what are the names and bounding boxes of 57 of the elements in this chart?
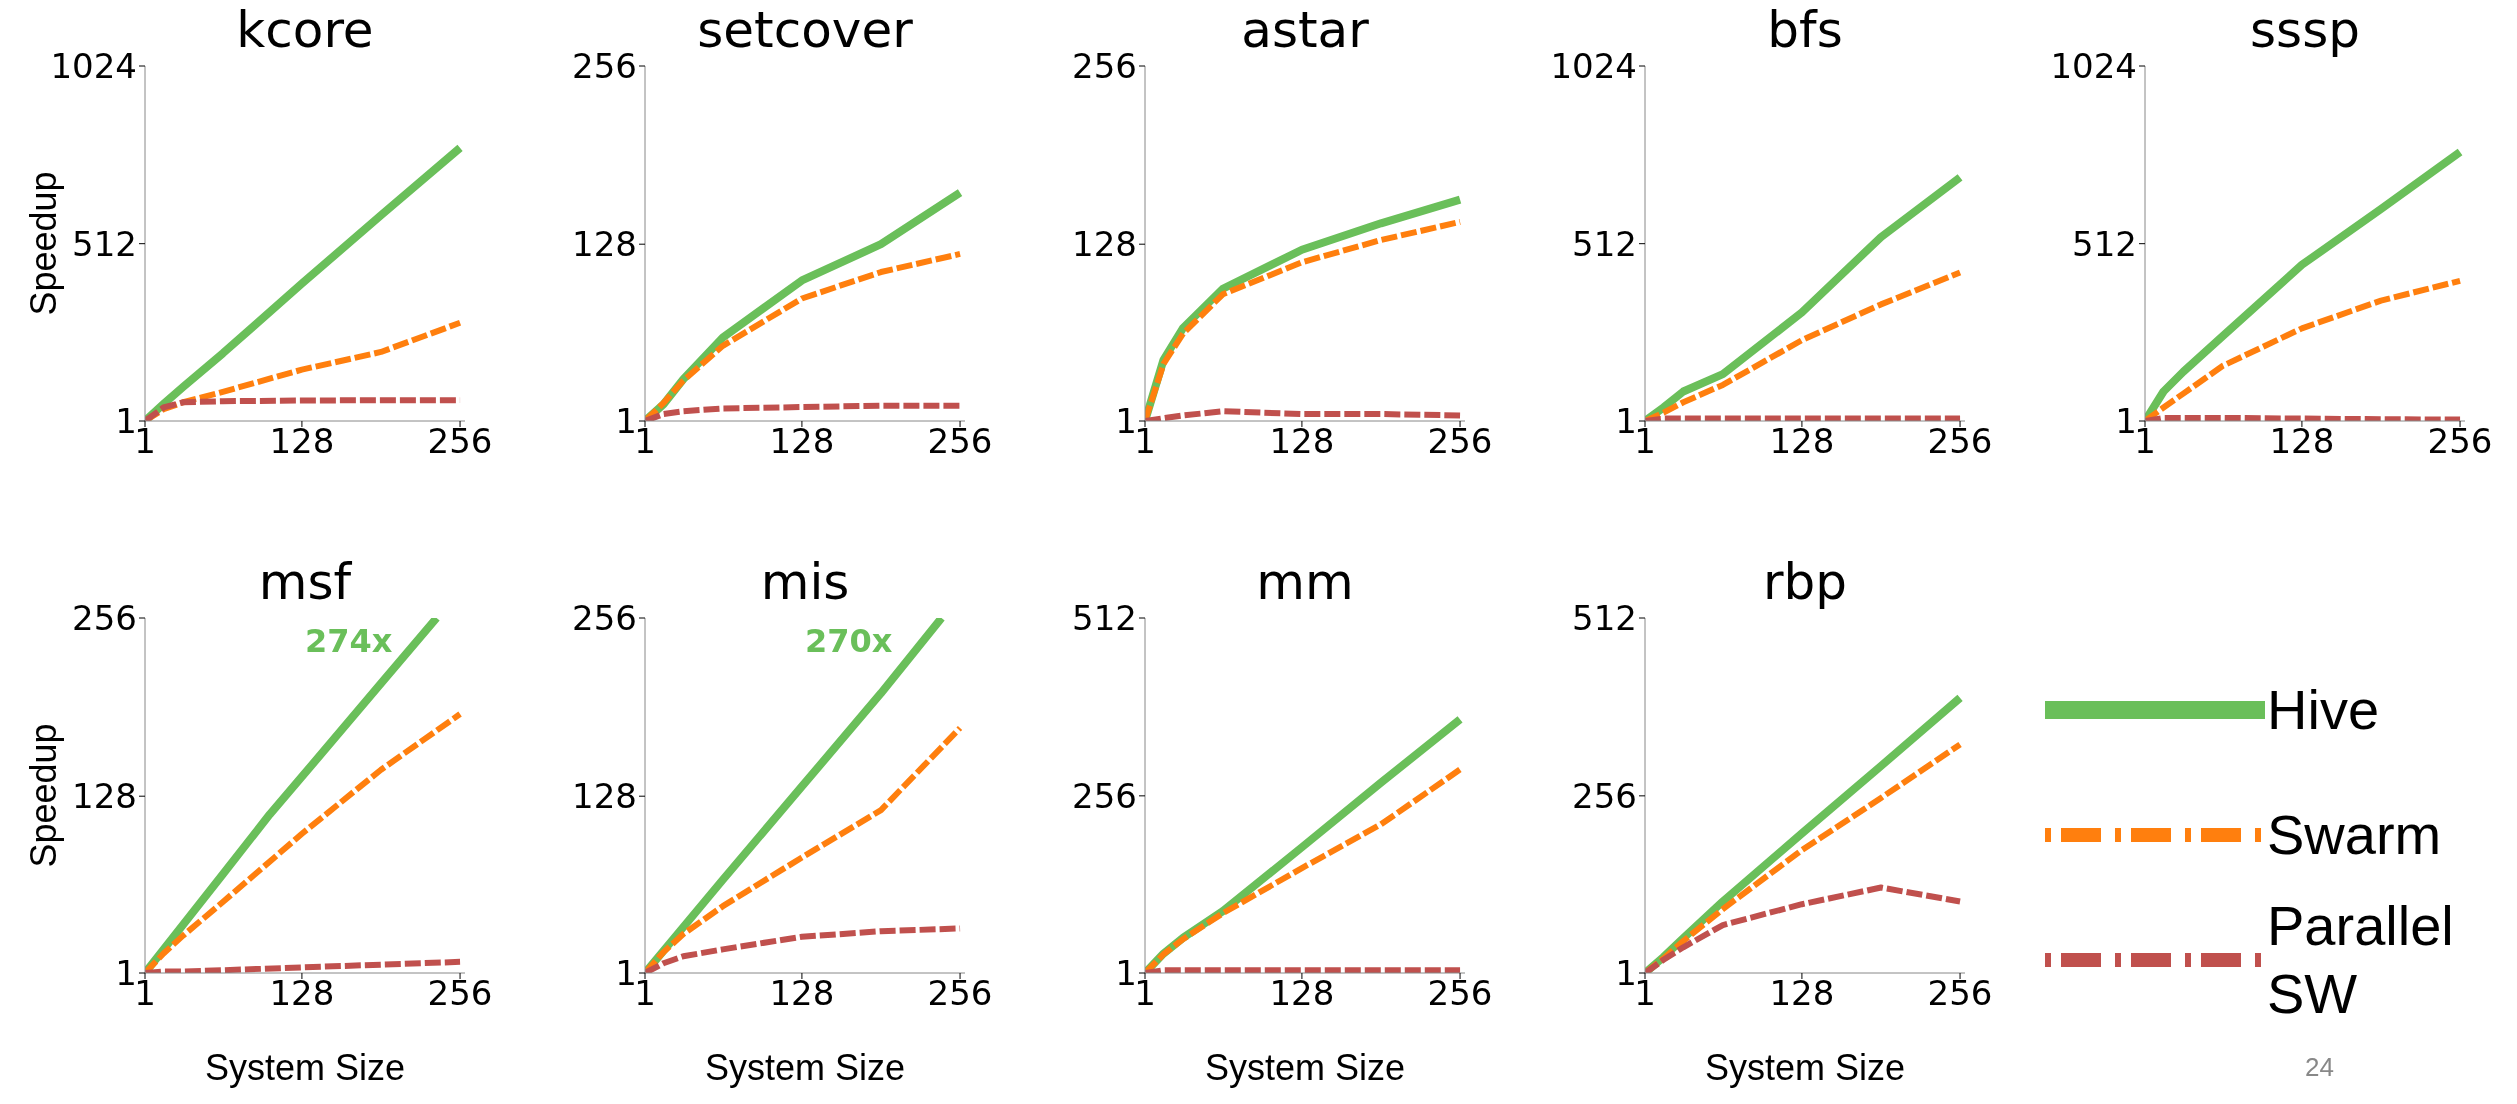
y-tick-label: 512 bbox=[1072, 598, 1137, 639]
y-tick-label: 128 bbox=[1072, 224, 1137, 265]
y-tick-label: 1024 bbox=[2050, 46, 2137, 87]
x-tick-label: 256 bbox=[427, 973, 493, 1014]
chart-title: sssp bbox=[2249, 0, 2361, 60]
y-tick-label: 512 bbox=[1572, 223, 1637, 264]
y-tick-label: 256 bbox=[1072, 775, 1137, 816]
y-tick-label: 1024 bbox=[1550, 46, 1637, 87]
y-tick-label: 512 bbox=[1572, 598, 1637, 639]
x-tick-label: 128 bbox=[1769, 973, 1835, 1014]
y-tick-label: 256 bbox=[1072, 46, 1137, 87]
y-tick-label: 256 bbox=[572, 46, 637, 87]
x-tick-label: 128 bbox=[269, 421, 335, 462]
y-tick-label: 512 bbox=[72, 223, 137, 264]
y-tick-label: 256 bbox=[572, 598, 637, 639]
x-axis-title: System Size bbox=[1204, 1047, 1406, 1088]
x-tick-label: 256 bbox=[1927, 973, 1993, 1014]
x-tick-label: 256 bbox=[927, 421, 993, 462]
x-axis-title: System Size bbox=[204, 1047, 406, 1088]
chart-title: setcover bbox=[696, 0, 914, 60]
x-tick-label: 256 bbox=[427, 421, 493, 462]
chart-title: kcore bbox=[235, 0, 375, 60]
annotation: 274x bbox=[305, 622, 393, 660]
chart-title: mis bbox=[759, 552, 851, 612]
x-tick-label: 128 bbox=[2269, 421, 2335, 462]
legend-label: Swarm bbox=[2267, 801, 2442, 868]
chart-title: mm bbox=[1255, 552, 1355, 612]
chart-title: bfs bbox=[1766, 0, 1844, 60]
x-tick-label: 128 bbox=[1269, 973, 1335, 1014]
x-tick-label: 128 bbox=[269, 973, 335, 1014]
x-tick-label: 128 bbox=[769, 421, 835, 462]
text: 24 bbox=[2305, 1052, 2334, 1083]
y-tick-label: 256 bbox=[72, 598, 137, 639]
y-tick-label: 512 bbox=[2072, 223, 2137, 264]
y-tick-label: 256 bbox=[1572, 775, 1637, 816]
y-axis-title: Speedup bbox=[22, 171, 64, 316]
chart-title: msf bbox=[257, 552, 353, 612]
y-tick-label: 128 bbox=[572, 224, 637, 265]
x-tick-label: 128 bbox=[769, 973, 835, 1014]
y-tick-label: 128 bbox=[72, 776, 137, 817]
x-tick-label: 256 bbox=[2427, 421, 2493, 462]
x-tick-label: 256 bbox=[1927, 421, 1993, 462]
x-tick-label: 128 bbox=[1769, 421, 1835, 462]
x-tick-label: 256 bbox=[1427, 973, 1493, 1014]
legend-label: Hive bbox=[2267, 676, 2381, 743]
y-tick-label: 1024 bbox=[50, 46, 137, 87]
x-tick-label: 128 bbox=[1269, 421, 1335, 462]
x-axis-title: System Size bbox=[1704, 1047, 1906, 1088]
legend-label: Parallel SW bbox=[2267, 892, 2454, 1027]
annotation: 270x bbox=[805, 622, 893, 660]
y-axis-title: Speedup bbox=[22, 723, 64, 868]
x-tick-label: 256 bbox=[927, 973, 993, 1014]
chart-title: rbp bbox=[1761, 552, 1848, 612]
chart-title: astar bbox=[1240, 0, 1370, 60]
x-tick-label: 256 bbox=[1427, 421, 1493, 462]
y-tick-label: 128 bbox=[572, 776, 637, 817]
x-axis-title: System Size bbox=[704, 1047, 906, 1088]
